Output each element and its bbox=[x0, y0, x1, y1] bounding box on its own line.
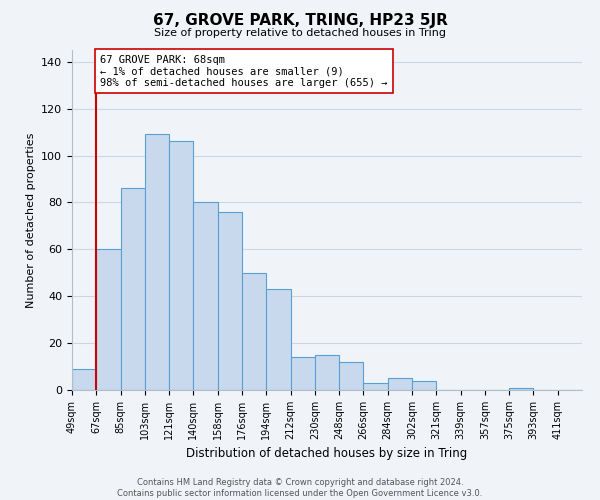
Bar bbox=[242, 273, 266, 390]
Bar bbox=[339, 362, 364, 390]
Bar bbox=[193, 202, 218, 390]
Bar bbox=[218, 212, 242, 390]
Bar bbox=[315, 355, 339, 390]
Bar bbox=[388, 378, 412, 390]
Bar bbox=[169, 142, 193, 390]
Bar bbox=[509, 388, 533, 390]
Y-axis label: Number of detached properties: Number of detached properties bbox=[26, 132, 35, 308]
Bar bbox=[96, 250, 121, 390]
Text: Size of property relative to detached houses in Tring: Size of property relative to detached ho… bbox=[154, 28, 446, 38]
Text: 67, GROVE PARK, TRING, HP23 5JR: 67, GROVE PARK, TRING, HP23 5JR bbox=[152, 12, 448, 28]
Bar bbox=[121, 188, 145, 390]
Bar bbox=[72, 369, 96, 390]
Bar bbox=[290, 357, 315, 390]
X-axis label: Distribution of detached houses by size in Tring: Distribution of detached houses by size … bbox=[187, 448, 467, 460]
Bar bbox=[412, 380, 436, 390]
Text: 67 GROVE PARK: 68sqm
← 1% of detached houses are smaller (9)
98% of semi-detache: 67 GROVE PARK: 68sqm ← 1% of detached ho… bbox=[100, 54, 388, 88]
Bar bbox=[266, 289, 290, 390]
Bar bbox=[145, 134, 169, 390]
Bar bbox=[364, 383, 388, 390]
Text: Contains HM Land Registry data © Crown copyright and database right 2024.
Contai: Contains HM Land Registry data © Crown c… bbox=[118, 478, 482, 498]
